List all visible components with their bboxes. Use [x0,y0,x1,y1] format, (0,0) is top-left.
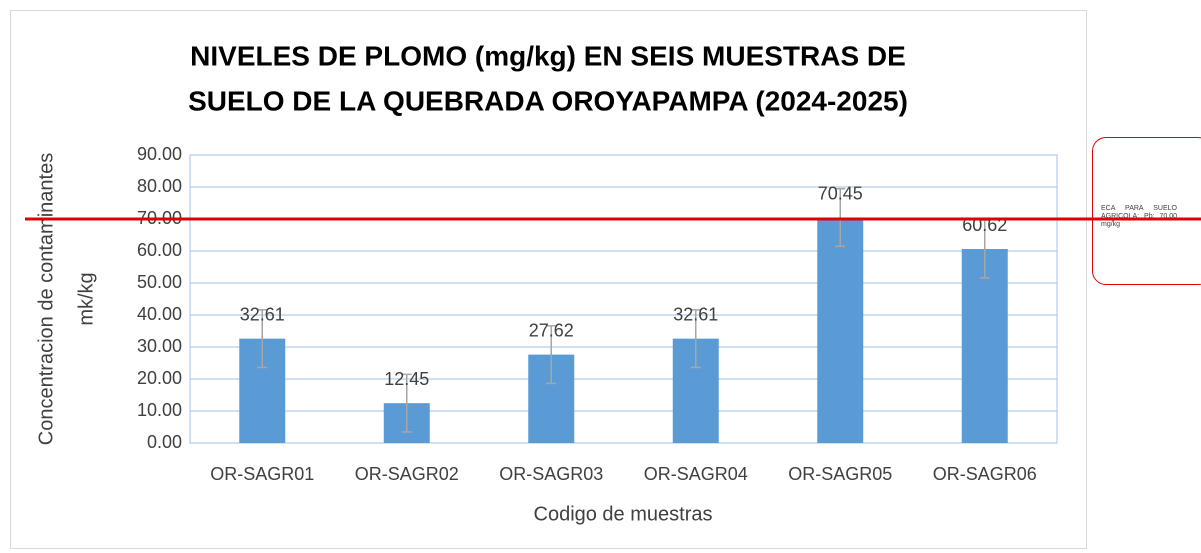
y-tick-label: 40.00 [137,304,182,324]
chart-title: NIVELES DE PLOMO (mg/kg) EN SEIS MUESTRA… [190,40,906,71]
value-label: 32.61 [240,304,285,324]
value-label: 12.45 [384,369,429,389]
y-axis-title: mk/kg [75,272,97,325]
x-axis-title: Codigo de muestras [534,503,713,525]
y-tick-label: 10.00 [137,400,182,420]
bar [961,249,1008,443]
y-tick-label: 50.00 [137,272,182,292]
y-tick-label: 60.00 [137,240,182,260]
value-label: 32.61 [673,304,718,324]
y-tick-label: 20.00 [137,368,182,388]
x-tick-label: OR-SAGR05 [788,464,892,484]
y-tick-label: 30.00 [137,336,182,356]
y-tick-label: 0.00 [147,432,182,452]
annotation-text: ECA PARA SUELO AGRICOLA: Pb: 70.00 mg/kg [1101,205,1177,228]
x-tick-label: OR-SAGR02 [355,464,459,484]
x-tick-label: OR-SAGR01 [210,464,314,484]
annotation-box: ECA PARA SUELO AGRICOLA: Pb: 70.00 mg/kg [1092,137,1201,285]
y-tick-label: 90.00 [137,144,182,164]
bar [817,217,864,443]
chart-title: SUELO DE LA QUEBRADA OROYAPAMPA (2024-20… [188,85,908,116]
value-label: 27.62 [529,320,574,340]
x-tick-label: OR-SAGR03 [499,464,603,484]
value-label: 70.45 [818,183,863,203]
x-tick-label: OR-SAGR04 [644,464,748,484]
x-tick-label: OR-SAGR06 [933,464,1037,484]
y-axis-title: Concentracion de contaminantes [35,153,57,445]
y-tick-label: 80.00 [137,176,182,196]
